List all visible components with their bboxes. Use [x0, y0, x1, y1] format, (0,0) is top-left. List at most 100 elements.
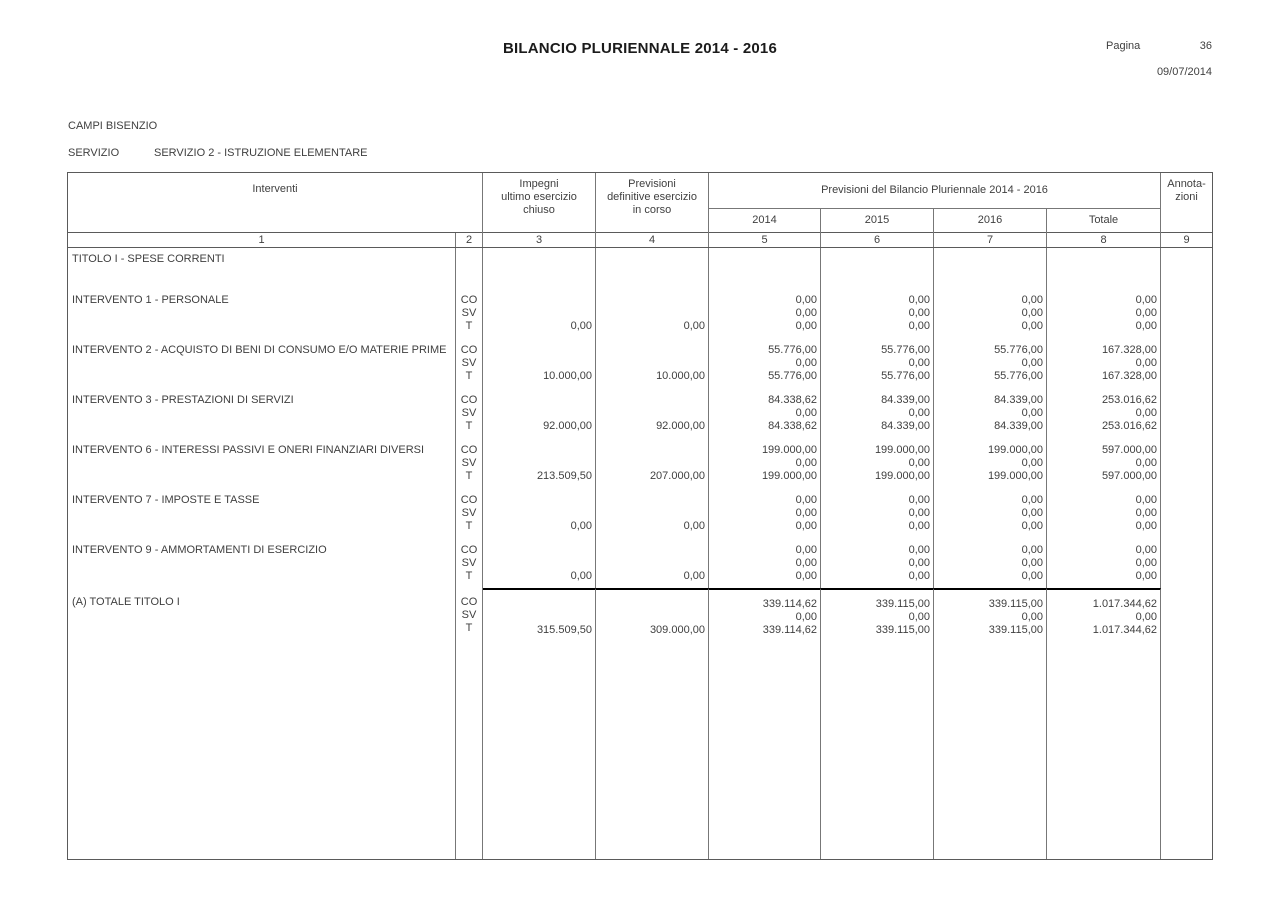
row-type-label: CO: [460, 294, 478, 306]
intervento-label: INTERVENTO 7 - IMPOSTE E TASSE: [72, 494, 260, 506]
value-co: 0,00: [1021, 544, 1043, 556]
value-co: 0,00: [1135, 544, 1157, 556]
previsione-totale-cell: 0,00 0,00 0,00: [1047, 288, 1161, 338]
row-type-labels: CO SV T: [456, 538, 483, 588]
previsioni-definitive-cell: 0,00: [596, 488, 709, 538]
column-number-row: 1 2 3 4 5 6 7 8 9: [68, 233, 1212, 248]
previsione-2015-cell: 199.000,00 0,00 199.000,00: [821, 438, 934, 488]
value-t: 315.509,50: [536, 624, 592, 636]
value-t: 92.000,00: [656, 420, 705, 432]
annotazioni-cell: [1161, 588, 1212, 648]
value-sv: 0,00: [908, 557, 930, 569]
impegni-cell: 213.509,50: [483, 438, 596, 488]
row-type-label: CO: [460, 444, 478, 456]
row-type-label: SV: [461, 609, 477, 621]
previsione-2016-cell: 199.000,00 0,00 199.000,00: [934, 438, 1047, 488]
value-t: 207.000,00: [649, 470, 705, 482]
column-header-2014: 2014: [709, 209, 821, 233]
value-t: 199.000,00: [987, 470, 1043, 482]
value-co: 0,00: [1135, 494, 1157, 506]
row-type-labels: CO SV T: [456, 388, 483, 438]
annotazioni-cell: [1161, 438, 1212, 488]
value-co: 199.000,00: [874, 444, 930, 456]
value-co: 84.339,00: [994, 394, 1043, 406]
row-type-label: T: [465, 622, 473, 634]
value-t: 0,00: [908, 520, 930, 532]
previsioni-definitive-cell: 207.000,00: [596, 438, 709, 488]
previsione-2015-cell: 0,00 0,00 0,00: [821, 538, 934, 588]
previsione-2014-cell: 84.338,62 0,00 84.338,62: [709, 388, 821, 438]
value-co: 55.776,00: [881, 344, 930, 356]
row-type-label: CO: [460, 494, 478, 506]
row-type-label: SV: [461, 507, 477, 519]
pagina-label: Pagina: [1106, 40, 1141, 52]
row-type-label: SV: [461, 307, 477, 319]
value-co: 0,00: [795, 544, 817, 556]
value-t: 253.016,62: [1101, 420, 1157, 432]
value-t: 55.776,00: [881, 370, 930, 382]
table-row: INTERVENTO 7 - IMPOSTE E TASSE CO SV T 0…: [68, 488, 1212, 538]
value-t: 0,00: [1135, 570, 1157, 582]
previsione-totale-cell: 1.017.344,62 0,00 1.017.344,62: [1047, 588, 1161, 648]
value-t: 10.000,00: [656, 370, 705, 382]
value-sv: 0,00: [1021, 557, 1043, 569]
previsione-2015-cell: 0,00 0,00 0,00: [821, 288, 934, 338]
value-t: 0,00: [908, 320, 930, 332]
value-t: 0,00: [1135, 320, 1157, 332]
value-sv: 0,00: [795, 407, 817, 419]
impegni-cell: 0,00: [483, 288, 596, 338]
value-sv: 0,00: [1135, 611, 1157, 623]
table-body: TITOLO I - SPESE CORRENTI INTERVENTO 1 -…: [68, 248, 1212, 859]
value-t: 0,00: [683, 570, 705, 582]
servizio-label: SERVIZIO: [68, 147, 120, 159]
previsione-2016-cell: 55.776,00 0,00 55.776,00: [934, 338, 1047, 388]
previsione-2014-cell: 0,00 0,00 0,00: [709, 488, 821, 538]
value-sv: 0,00: [795, 507, 817, 519]
value-t: 0,00: [1135, 520, 1157, 532]
row-type-label: T: [465, 370, 473, 382]
impegni-cell: 10.000,00: [483, 338, 596, 388]
row-type-labels: CO SV T: [456, 438, 483, 488]
value-sv: 0,00: [795, 307, 817, 319]
previsione-2016-cell: 84.339,00 0,00 84.339,00: [934, 388, 1047, 438]
row-type-label: T: [465, 420, 473, 432]
previsione-totale-cell: 253.016,62 0,00 253.016,62: [1047, 388, 1161, 438]
previsione-totale-cell: 597.000,00 0,00 597.000,00: [1047, 438, 1161, 488]
section-title-row: TITOLO I - SPESE CORRENTI: [68, 248, 1212, 288]
previsione-2015-cell: 55.776,00 0,00 55.776,00: [821, 338, 934, 388]
column-number: 7: [934, 233, 1047, 247]
value-co: 1.017.344,62: [1092, 598, 1157, 610]
row-type-label: T: [465, 570, 473, 582]
row-type-label: SV: [461, 407, 477, 419]
table-row: INTERVENTO 6 - INTERESSI PASSIVI E ONERI…: [68, 438, 1212, 488]
previsione-totale-cell: 167.328,00 0,00 167.328,00: [1047, 338, 1161, 388]
previsione-2016-cell: 0,00 0,00 0,00: [934, 488, 1047, 538]
annotazioni-cell: [1161, 538, 1212, 588]
value-co: 339.115,00: [988, 598, 1043, 610]
value-t: 10.000,00: [543, 370, 592, 382]
previsione-2015-cell: 339.115,00 0,00 339.115,00: [821, 588, 934, 648]
table-row: (A) TOTALE TITOLO I CO SV T 315.509,50 3…: [68, 588, 1212, 648]
value-t: 0,00: [570, 320, 592, 332]
row-type-labels: CO SV T: [456, 488, 483, 538]
previsione-2016-cell: 339.115,00 0,00 339.115,00: [934, 588, 1047, 648]
value-t: 1.017.344,62: [1092, 624, 1157, 636]
value-t: 597.000,00: [1101, 470, 1157, 482]
value-sv: 0,00: [1135, 357, 1157, 369]
value-t: 0,00: [1021, 320, 1043, 332]
previsioni-definitive-cell: 309.000,00: [596, 588, 709, 648]
value-sv: 0,00: [795, 557, 817, 569]
impegni-cell: 0,00: [483, 538, 596, 588]
value-sv: 0,00: [1135, 457, 1157, 469]
value-t: 0,00: [795, 520, 817, 532]
row-type-labels: CO SV T: [456, 288, 483, 338]
row-type-label: CO: [460, 544, 478, 556]
value-t: 0,00: [570, 520, 592, 532]
value-sv: 0,00: [795, 611, 817, 623]
value-t: 0,00: [795, 570, 817, 582]
value-sv: 0,00: [1135, 407, 1157, 419]
previsione-2014-cell: 199.000,00 0,00 199.000,00: [709, 438, 821, 488]
value-sv: 0,00: [908, 357, 930, 369]
value-t: 339.115,00: [875, 624, 930, 636]
column-header-2015: 2015: [821, 209, 934, 233]
